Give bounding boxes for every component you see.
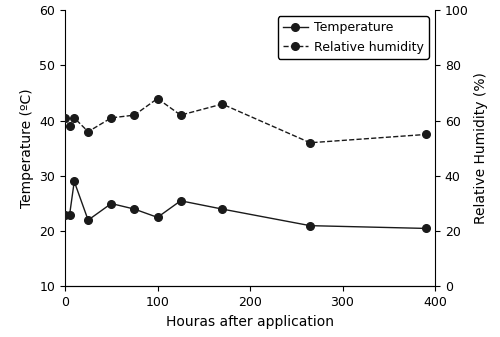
Relative humidity	[154, 96, 160, 100]
Temperature	[62, 213, 68, 217]
Temperature	[219, 207, 225, 211]
Temperature	[307, 224, 313, 228]
Relative humidity	[62, 116, 68, 120]
Line: Relative humidity: Relative humidity	[61, 95, 430, 147]
Relative humidity	[219, 102, 225, 106]
Relative humidity	[178, 113, 184, 117]
Temperature	[85, 218, 91, 222]
Temperature	[178, 199, 184, 203]
Relative humidity	[85, 130, 91, 134]
Relative humidity	[132, 113, 138, 117]
Relative humidity	[307, 141, 313, 145]
Temperature	[108, 202, 114, 206]
Temperature	[423, 226, 429, 231]
Y-axis label: Temperature (ºC): Temperature (ºC)	[20, 89, 34, 208]
Relative humidity	[423, 132, 429, 136]
Temperature	[71, 179, 77, 183]
Temperature	[154, 215, 160, 219]
Relative humidity	[71, 116, 77, 120]
Relative humidity	[66, 124, 72, 128]
X-axis label: Houras after application: Houras after application	[166, 315, 334, 329]
Legend: Temperature, Relative humidity: Temperature, Relative humidity	[278, 17, 429, 59]
Relative humidity	[108, 116, 114, 120]
Y-axis label: Relative Humidity (%): Relative Humidity (%)	[474, 72, 488, 224]
Temperature	[66, 213, 72, 217]
Line: Temperature: Temperature	[61, 178, 430, 232]
Temperature	[132, 207, 138, 211]
